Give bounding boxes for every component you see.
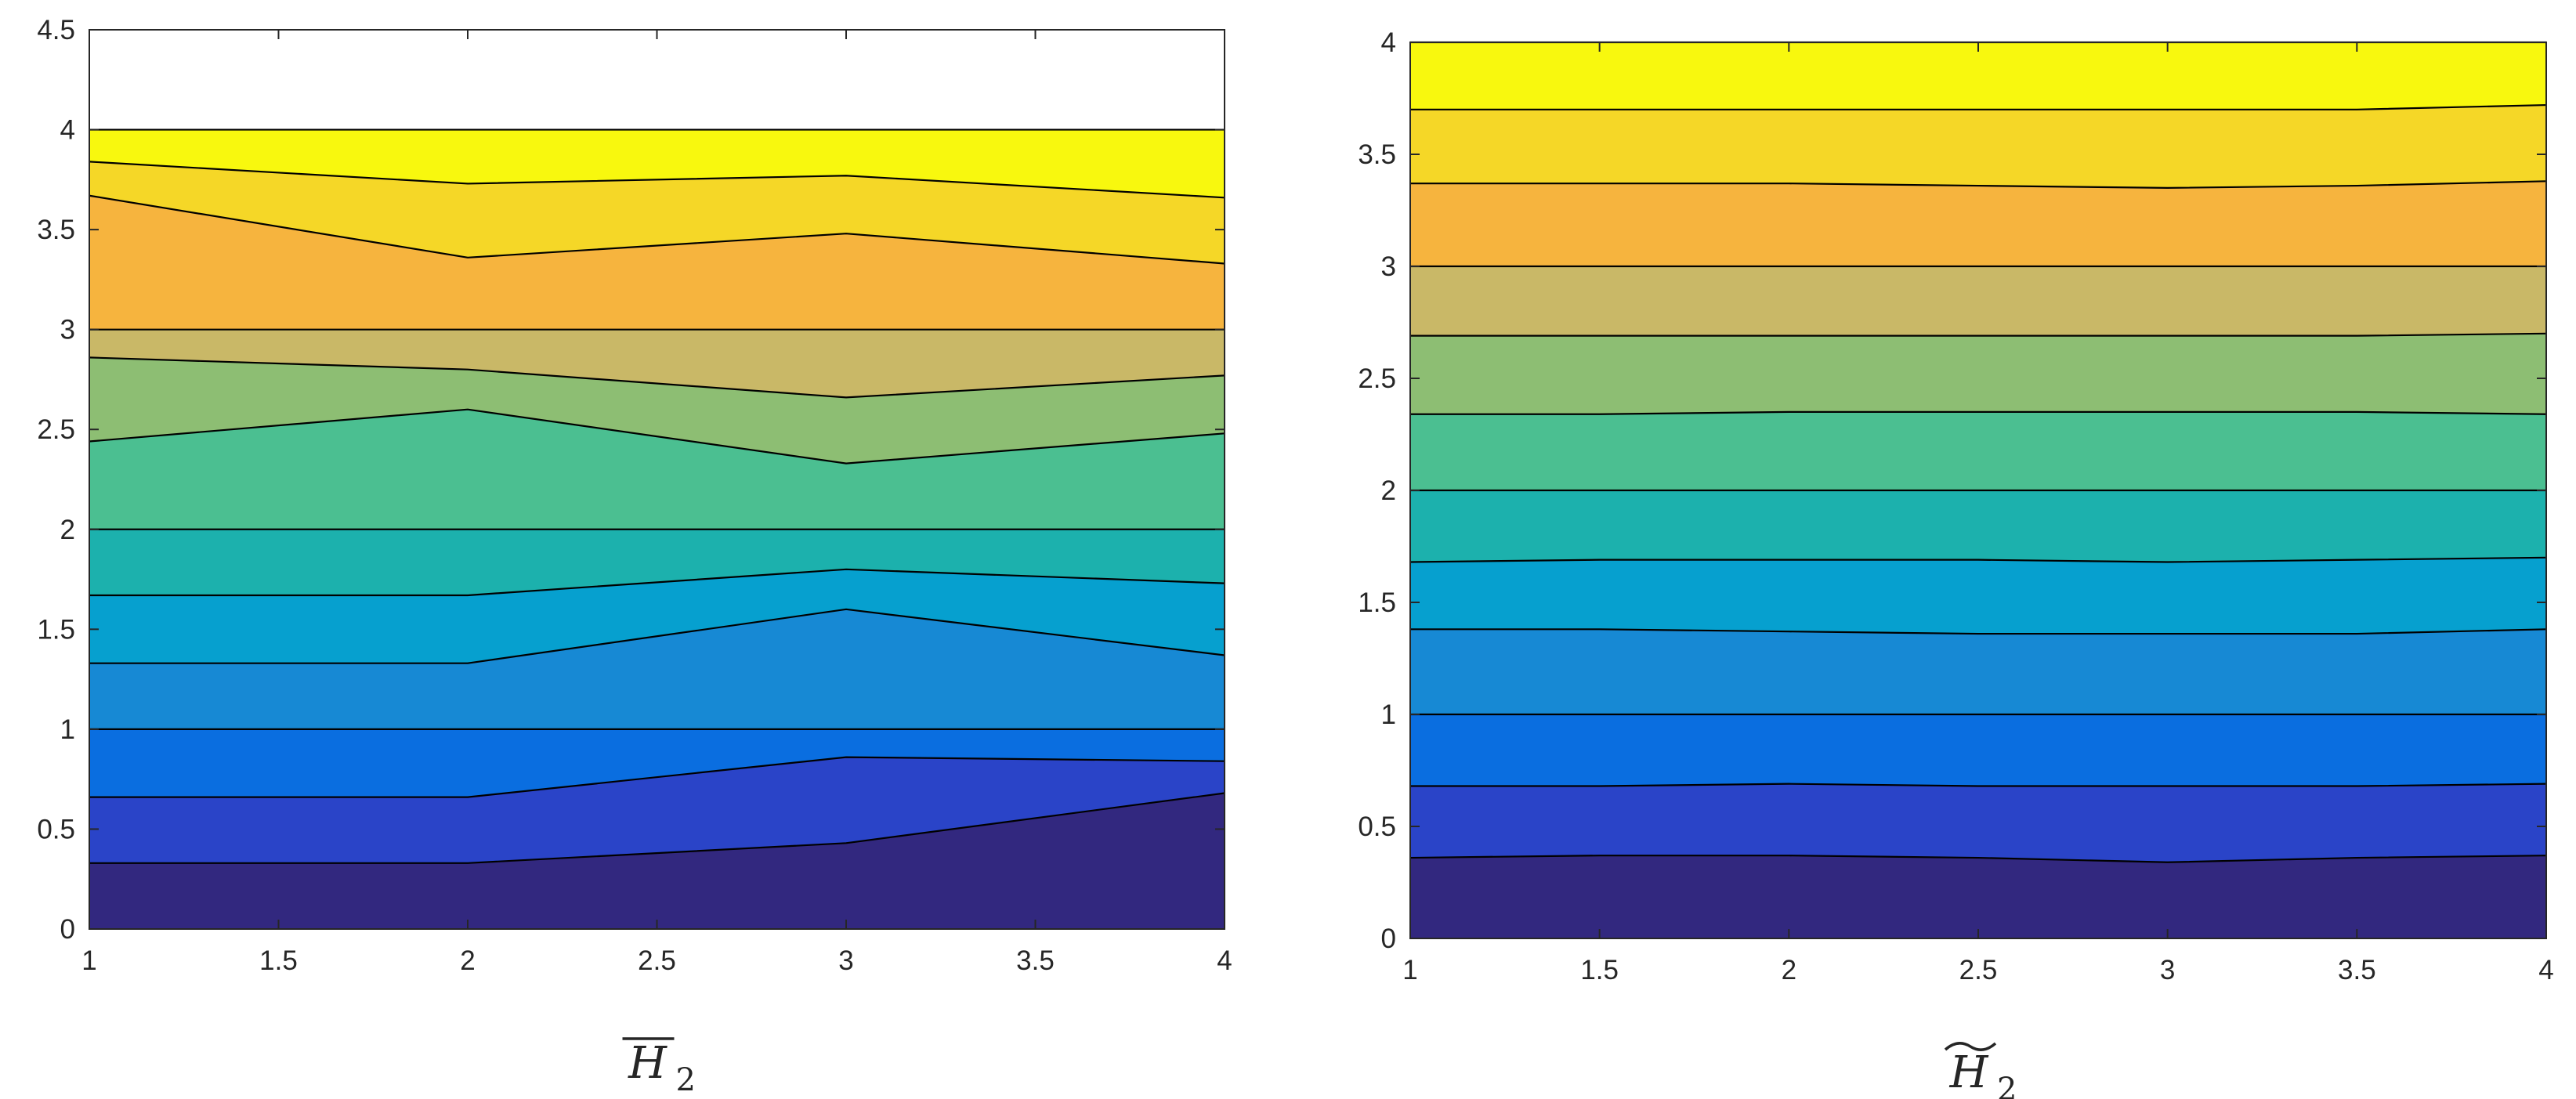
y-tick-label: 3.5 <box>37 215 75 245</box>
contour-line <box>1410 783 2547 787</box>
x-tick-label: 3 <box>2160 955 2175 985</box>
contour-line <box>1410 410 2547 415</box>
y-tick-label: 4.5 <box>37 15 75 45</box>
x-tick-label: 3 <box>838 945 853 976</box>
y-tick-label: 1 <box>1381 700 1396 730</box>
x-axis-label-tilde-accent <box>1944 1042 1997 1051</box>
contour-line <box>1409 556 2547 563</box>
y-tick-label: 3 <box>60 315 75 345</box>
contour-line <box>89 608 1225 664</box>
x-tick-label: 2.5 <box>1959 955 1998 985</box>
x-tick-label: 1.5 <box>1580 955 1619 985</box>
right-contour-chart: 1 1.5 2 2.5 3 3.5 400.511.522.533.54H 2 <box>1358 27 2553 1099</box>
x-tick-label: 4 <box>2538 955 2553 985</box>
contour-line <box>1410 103 2547 110</box>
x-axis-label-subscript: 2 <box>1997 1072 2017 1099</box>
contour-line <box>89 568 1225 597</box>
contour-line <box>1410 628 2547 635</box>
y-tick-label: 1.5 <box>1358 587 1396 618</box>
y-tick-label: 1.5 <box>37 614 75 645</box>
y-tick-label: 2.5 <box>37 414 75 445</box>
contour-band <box>1409 266 2547 337</box>
contour-line <box>89 756 1225 798</box>
x-tick-label: 1 <box>1402 955 1417 985</box>
x-axis-label-subscript: 2 <box>676 1062 696 1098</box>
x-tick-label: 1.5 <box>259 945 298 976</box>
y-tick-label: 2 <box>1381 475 1396 506</box>
contour-line <box>89 161 1225 199</box>
x-axis-label: H <box>628 1038 668 1089</box>
x-tick-label: 3.5 <box>1016 945 1055 976</box>
left-contour-chart: 1 1.5 2 2.5 3 3.5 400.511.522.533.544.5H 2 <box>37 15 1232 1098</box>
contour-band <box>1409 411 2547 491</box>
contour-line <box>1410 180 2547 190</box>
x-tick-label: 2 <box>460 945 475 976</box>
contour-band <box>1409 42 2547 110</box>
contour-band <box>1409 557 2547 634</box>
x-axis-label: H <box>1949 1047 1989 1098</box>
contour-line <box>89 194 1225 265</box>
contour-line <box>89 408 1225 465</box>
y-tick-label: 0.5 <box>37 814 75 844</box>
contour-band <box>1409 490 2547 563</box>
y-tick-label: 0.5 <box>1358 812 1396 842</box>
y-tick-label: 3 <box>1381 251 1396 282</box>
x-tick-label: 4 <box>1217 945 1232 976</box>
contour-band <box>1409 855 2547 939</box>
y-tick-label: 4 <box>1381 27 1396 58</box>
y-tick-label: 4 <box>60 115 75 146</box>
contour-band <box>1409 333 2547 415</box>
x-tick-label: 2.5 <box>638 945 676 976</box>
contour-band <box>1409 783 2547 863</box>
contour-band <box>1409 180 2547 267</box>
y-tick-label: 1 <box>60 714 75 745</box>
contour-line <box>89 356 1225 399</box>
y-tick-label: 3.5 <box>1358 139 1396 170</box>
y-tick-label: 0 <box>1381 924 1396 954</box>
contour-line <box>1409 855 2547 863</box>
contour-line <box>1410 332 2547 337</box>
contour-band <box>1409 628 2547 715</box>
x-tick-label: 1 <box>81 945 96 976</box>
x-tick-label: 2 <box>1782 955 1796 985</box>
y-tick-label: 2 <box>60 515 75 545</box>
contour-band <box>1409 714 2547 787</box>
y-tick-label: 2.5 <box>1358 363 1396 394</box>
x-tick-label: 3.5 <box>2338 955 2376 985</box>
contour-band <box>1409 104 2547 189</box>
y-tick-label: 0 <box>60 914 75 945</box>
contour-line <box>89 792 1225 864</box>
